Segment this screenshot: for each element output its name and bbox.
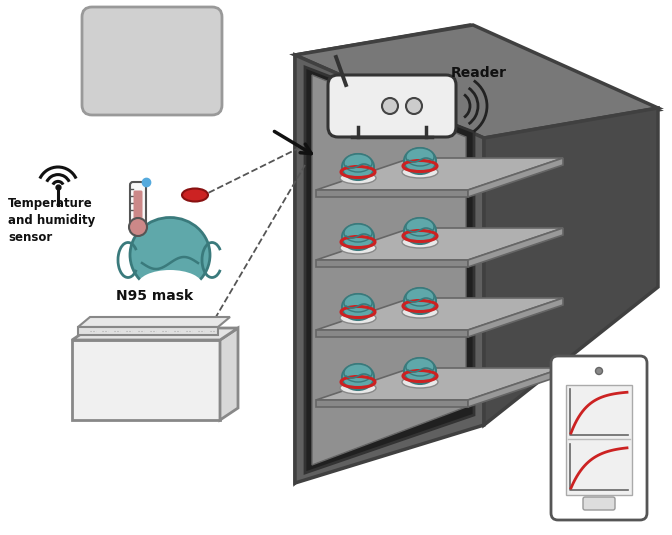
Ellipse shape [342,224,374,250]
FancyBboxPatch shape [130,182,146,226]
Ellipse shape [344,224,372,242]
Polygon shape [316,368,563,400]
Ellipse shape [342,154,374,180]
Ellipse shape [340,172,376,184]
Ellipse shape [406,288,434,306]
Ellipse shape [340,242,376,254]
Circle shape [595,368,603,374]
Polygon shape [78,327,218,335]
Polygon shape [468,368,563,407]
Ellipse shape [402,306,438,318]
FancyBboxPatch shape [134,190,142,221]
Polygon shape [468,228,563,267]
Circle shape [129,218,147,236]
Ellipse shape [344,364,372,382]
Ellipse shape [344,154,372,172]
Polygon shape [295,25,658,140]
Ellipse shape [404,358,436,384]
Polygon shape [316,298,563,330]
Ellipse shape [404,148,436,174]
Circle shape [382,98,398,114]
Polygon shape [316,330,468,337]
Polygon shape [316,400,468,407]
Ellipse shape [402,236,438,248]
Ellipse shape [402,166,438,178]
Ellipse shape [130,218,210,293]
Polygon shape [72,328,238,340]
Text: N95 mask: N95 mask [116,289,194,303]
Text: Temperature
and humidity
sensor: Temperature and humidity sensor [8,197,95,244]
Text: Reader: Reader [451,66,507,80]
Ellipse shape [404,288,436,314]
Polygon shape [316,260,468,267]
FancyBboxPatch shape [583,497,615,510]
FancyBboxPatch shape [82,7,222,115]
Polygon shape [484,108,658,425]
Ellipse shape [138,270,202,300]
Polygon shape [295,55,483,483]
Ellipse shape [342,364,374,390]
Polygon shape [72,340,220,420]
Ellipse shape [340,382,376,394]
Polygon shape [220,328,238,420]
Ellipse shape [402,376,438,388]
Ellipse shape [182,188,208,202]
FancyBboxPatch shape [566,385,632,495]
Polygon shape [316,190,468,197]
Polygon shape [312,75,466,465]
Polygon shape [295,25,658,138]
Polygon shape [78,317,230,327]
Ellipse shape [404,218,436,244]
Ellipse shape [342,294,374,320]
Ellipse shape [406,358,434,376]
Ellipse shape [340,312,376,324]
Polygon shape [316,228,563,260]
Polygon shape [468,158,563,197]
Polygon shape [316,158,563,190]
Ellipse shape [406,148,434,166]
Ellipse shape [344,294,372,312]
Polygon shape [305,67,474,473]
Ellipse shape [406,218,434,236]
FancyBboxPatch shape [551,356,647,520]
Polygon shape [468,298,563,337]
FancyBboxPatch shape [328,75,456,137]
Polygon shape [295,55,484,483]
Circle shape [406,98,422,114]
